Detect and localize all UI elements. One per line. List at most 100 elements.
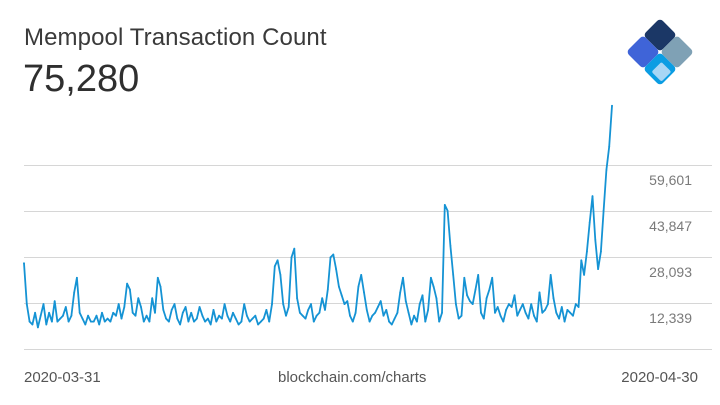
data-point <box>195 317 198 320</box>
data-point <box>304 317 307 320</box>
y-tick-label: 28,093 <box>649 264 692 280</box>
data-point <box>37 326 39 329</box>
data-point <box>552 297 555 300</box>
data-point <box>388 320 390 323</box>
data-point <box>566 309 569 311</box>
data-point <box>179 323 182 326</box>
data-point <box>588 221 591 224</box>
data-point <box>368 320 371 323</box>
data-point <box>168 320 170 323</box>
data-point <box>569 311 572 314</box>
data-point <box>382 314 385 317</box>
grid-layer <box>24 165 712 350</box>
data-point <box>112 311 115 314</box>
logo-square-top <box>644 19 676 51</box>
data-point <box>257 323 259 326</box>
data-point <box>268 320 271 323</box>
data-point <box>396 311 399 314</box>
data-point <box>98 323 101 326</box>
data-point <box>477 274 480 276</box>
data-point <box>170 309 173 311</box>
logo-square-accent <box>652 62 671 81</box>
data-point <box>151 297 154 300</box>
data-point <box>421 294 424 297</box>
data-point <box>109 320 112 323</box>
data-point <box>95 314 98 317</box>
data-point <box>184 306 187 308</box>
data-point <box>488 288 491 291</box>
data-point <box>494 311 496 314</box>
data-point <box>438 320 441 323</box>
data-point <box>87 314 89 317</box>
data-point <box>583 274 585 276</box>
data-point <box>321 297 324 300</box>
logo-square-right <box>661 36 693 68</box>
x-axis-start-date: 2020-03-31 <box>24 369 101 386</box>
data-point <box>296 297 298 300</box>
series-points <box>23 104 613 329</box>
data-point <box>34 311 36 314</box>
data-point <box>363 291 365 294</box>
data-point <box>301 314 304 317</box>
data-point <box>558 317 560 320</box>
y-tick-label: 43,847 <box>649 218 692 234</box>
data-point <box>92 320 95 323</box>
data-point <box>326 288 329 291</box>
data-point <box>56 320 59 323</box>
data-point <box>524 311 527 314</box>
data-point <box>471 303 474 305</box>
data-point <box>413 314 415 317</box>
data-point <box>129 288 131 291</box>
data-point <box>427 309 429 311</box>
data-point <box>474 288 477 291</box>
data-point <box>332 253 335 256</box>
y-tick-label: 12,339 <box>649 310 692 326</box>
data-point <box>496 306 499 308</box>
data-point <box>591 195 594 198</box>
data-point <box>84 323 87 326</box>
data-point <box>212 309 215 311</box>
data-point <box>580 259 583 262</box>
data-point <box>39 314 42 317</box>
data-point <box>482 317 485 320</box>
data-point <box>466 294 468 297</box>
data-point <box>399 291 402 294</box>
data-point <box>577 306 580 308</box>
data-point <box>418 303 421 305</box>
data-point <box>544 309 546 311</box>
data-point <box>237 323 240 326</box>
data-point <box>159 285 162 288</box>
data-point <box>123 306 126 308</box>
data-point <box>410 323 413 326</box>
data-point <box>299 311 301 314</box>
data-point <box>78 311 81 314</box>
data-point <box>521 303 524 305</box>
data-point <box>549 274 552 276</box>
data-point <box>229 320 232 323</box>
data-point <box>574 303 577 305</box>
data-point <box>273 265 276 268</box>
data-point <box>190 311 193 314</box>
source-link[interactable]: blockchain.com/charts <box>278 369 427 386</box>
data-point <box>265 309 268 311</box>
data-point <box>315 314 318 317</box>
data-point <box>611 104 613 107</box>
data-point <box>572 314 574 317</box>
data-point <box>290 256 293 259</box>
data-point <box>446 209 449 212</box>
data-point <box>207 317 209 320</box>
current-value: 75,280 <box>23 58 140 100</box>
data-point <box>374 311 376 314</box>
data-point <box>354 311 357 314</box>
data-point <box>416 320 418 323</box>
data-point <box>600 250 602 253</box>
data-point <box>165 317 168 320</box>
data-point <box>193 320 195 323</box>
data-point <box>176 317 179 320</box>
data-point <box>64 306 67 308</box>
data-point <box>115 314 117 317</box>
data-point <box>120 317 123 320</box>
data-point <box>70 314 73 317</box>
data-point <box>62 314 64 317</box>
